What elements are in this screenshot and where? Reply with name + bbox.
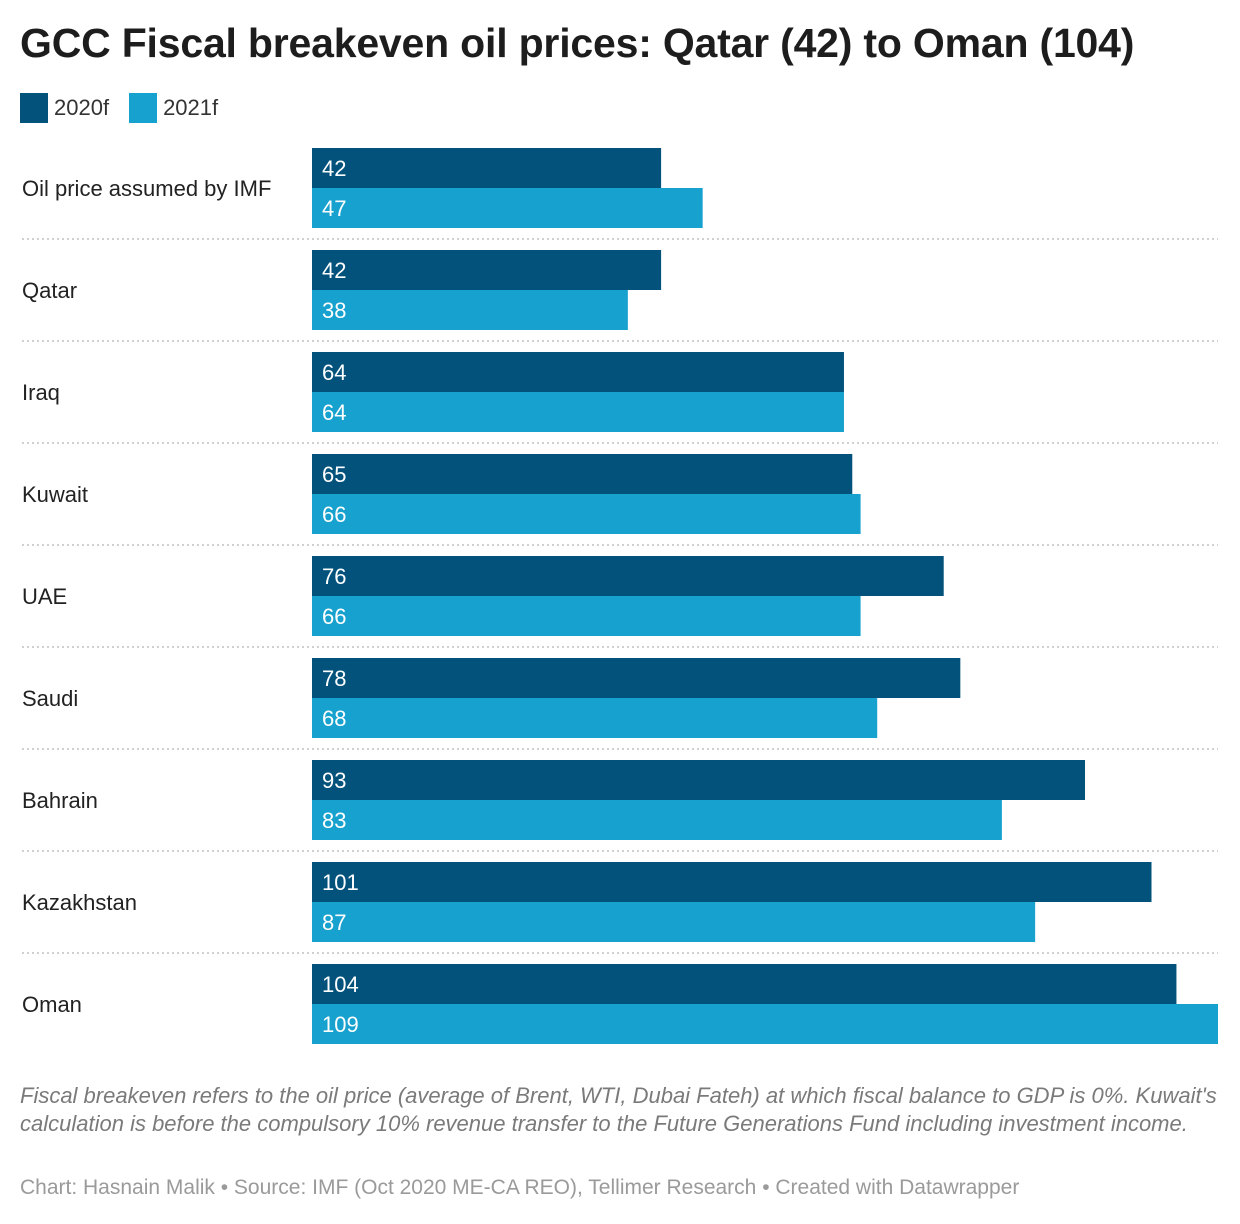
bar-value-qatar-2021f: 38: [322, 298, 346, 323]
bar-qatar-2021f: [312, 290, 628, 330]
bar-uae-2020f: [312, 556, 944, 596]
category-label-saudi: Saudi: [22, 686, 78, 711]
legend-label-2020f: 2020f: [54, 95, 110, 120]
bar-value-bahrain-2021f: 83: [322, 808, 346, 833]
category-label-kuwait: Kuwait: [22, 482, 88, 507]
bar-value-uae-2021f: 66: [322, 604, 346, 629]
bar-value-iraq-2020f: 64: [322, 360, 346, 385]
category-label-bahrain: Bahrain: [22, 788, 98, 813]
bar-iraq-2021f: [312, 392, 844, 432]
category-label-oman: Oman: [22, 992, 82, 1017]
bar-value-iraq-2021f: 64: [322, 400, 346, 425]
legend-swatch-2021f: [129, 93, 158, 123]
bar-value-uae-2020f: 76: [322, 564, 346, 589]
bar-bahrain-2021f: [312, 800, 1002, 840]
category-label-kazakhstan: Kazakhstan: [22, 890, 137, 915]
bar-saudi-2021f: [312, 698, 878, 738]
legend-item-2021f: 2021f: [129, 93, 218, 123]
chart-title: GCC Fiscal breakeven oil prices: Qatar (…: [20, 20, 1135, 66]
bar-value-saudi-2021f: 68: [322, 706, 346, 731]
category-label-qatar: Qatar: [22, 278, 77, 303]
bar-oman-2021f: [312, 1004, 1218, 1044]
chart-notes: Fiscal breakeven refers to the oil price…: [20, 1083, 1217, 1136]
bar-value-oman-2021f: 109: [322, 1012, 359, 1037]
bar-value-kuwait-2021f: 66: [322, 502, 346, 527]
bar-kazakhstan-2020f: [312, 862, 1152, 902]
bar-value-oman-2020f: 104: [322, 972, 359, 997]
bar-value-bahrain-2020f: 93: [322, 768, 346, 793]
category-label-iraq: Iraq: [22, 380, 60, 405]
bar-iraq-2020f: [312, 352, 844, 392]
bar-kuwait-2020f: [312, 454, 853, 494]
bar-value-saudi-2020f: 78: [322, 666, 346, 691]
bar-oman-2020f: [312, 964, 1177, 1004]
bar-oil-price-assumed-by-imf-2020f: [312, 148, 662, 188]
category-label-oil-price-assumed-by-imf: Oil price assumed by IMF: [22, 176, 271, 201]
bar-uae-2021f: [312, 596, 861, 636]
bar-kazakhstan-2021f: [312, 902, 1036, 942]
bar-qatar-2020f: [312, 250, 662, 290]
legend-item-2020f: 2020f: [20, 93, 109, 123]
bar-value-oil-price-assumed-by-imf-2020f: 42: [322, 156, 346, 181]
bar-value-kuwait-2020f: 65: [322, 462, 346, 487]
bar-kuwait-2021f: [312, 494, 861, 534]
legend: 2020f 2021f: [20, 92, 238, 124]
category-label-uae: UAE: [22, 584, 67, 609]
chart-footer: Chart: Hasnain Malik • Source: IMF (Oct …: [20, 1176, 1020, 1199]
legend-swatch-2020f: [20, 93, 48, 123]
bar-value-oil-price-assumed-by-imf-2021f: 47: [322, 196, 346, 221]
bar-bahrain-2020f: [312, 760, 1086, 800]
legend-label-2021f: 2021f: [163, 95, 219, 120]
bar-saudi-2020f: [312, 658, 961, 698]
bar-value-kazakhstan-2020f: 101: [322, 870, 359, 895]
bar-chart: Oil price assumed by IMF 42 47 Qatar 42 38 Ira…: [22, 148, 1218, 1044]
bar-oil-price-assumed-by-imf-2021f: [312, 188, 703, 228]
bar-value-qatar-2020f: 42: [322, 258, 346, 283]
bar-value-kazakhstan-2021f: 87: [322, 910, 346, 935]
